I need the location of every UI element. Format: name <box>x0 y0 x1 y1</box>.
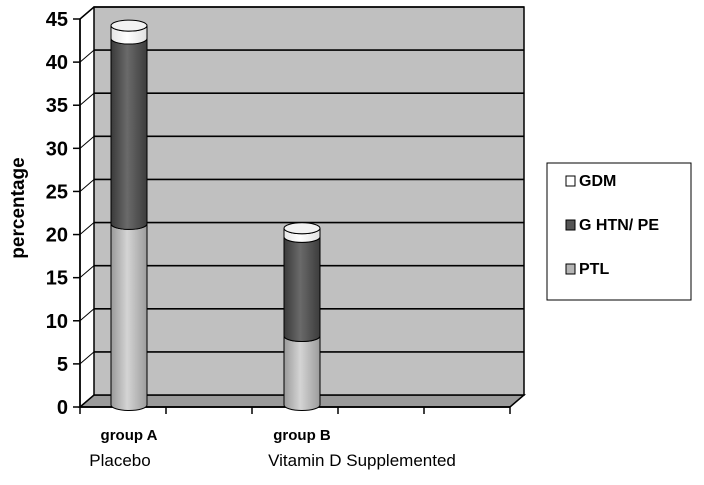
y-depth-line <box>79 394 95 408</box>
legend: GDM G HTN/ PE PTL <box>546 162 692 301</box>
y-depth-line <box>79 6 95 20</box>
x-category-sublabel: Vitamin D Supplemented <box>268 451 456 470</box>
bar-segment-ptl <box>110 223 148 411</box>
bar-top-cap <box>110 19 148 32</box>
y-depth-line <box>79 222 95 235</box>
y-tick-label: 30 <box>46 138 68 160</box>
y-depth-line <box>79 265 95 279</box>
y-depth-line <box>79 179 95 192</box>
y-axis-label: percentage <box>8 157 29 258</box>
legend-swatch <box>565 219 576 231</box>
y-depth-line <box>79 92 95 106</box>
y-tick-label: 5 <box>57 354 68 376</box>
bar-top-cap <box>283 222 321 235</box>
bar-segment-g-htn-pe <box>110 38 148 230</box>
x-axis: group A group B Placebo Vitamin D Supplemen… <box>79 406 511 470</box>
legend-label: PTL <box>579 261 609 278</box>
y-tick-label: 35 <box>46 95 68 117</box>
legend-label: GDM <box>579 173 616 190</box>
y-depth-line <box>79 135 95 149</box>
y-depth-line <box>79 351 95 365</box>
y-tick-label: 15 <box>46 268 68 290</box>
y-depth-line <box>79 308 95 322</box>
x-category-label: group B <box>273 427 331 444</box>
y-tick-label: 10 <box>46 311 68 333</box>
legend-swatch <box>565 175 576 187</box>
bar-segment-ptl <box>283 335 321 411</box>
legend-label: G HTN/ PE <box>579 217 659 234</box>
y-tick-label: 40 <box>46 52 68 74</box>
y-tick-label: 25 <box>46 181 68 203</box>
y-tick-label: 45 <box>46 9 68 31</box>
y-tick-label: 20 <box>46 225 68 247</box>
y-tick-label: 0 <box>57 397 68 419</box>
x-category-label: group A <box>101 427 158 444</box>
x-category-sublabel: Placebo <box>89 451 150 470</box>
bar-segment-g-htn-pe <box>283 236 321 343</box>
y-axis: 0 5 10 15 20 25 30 35 40 45 <box>46 6 95 419</box>
y-depth-line <box>79 49 95 63</box>
legend-swatch <box>565 263 576 275</box>
gridlines <box>94 6 524 353</box>
bars <box>110 19 321 411</box>
